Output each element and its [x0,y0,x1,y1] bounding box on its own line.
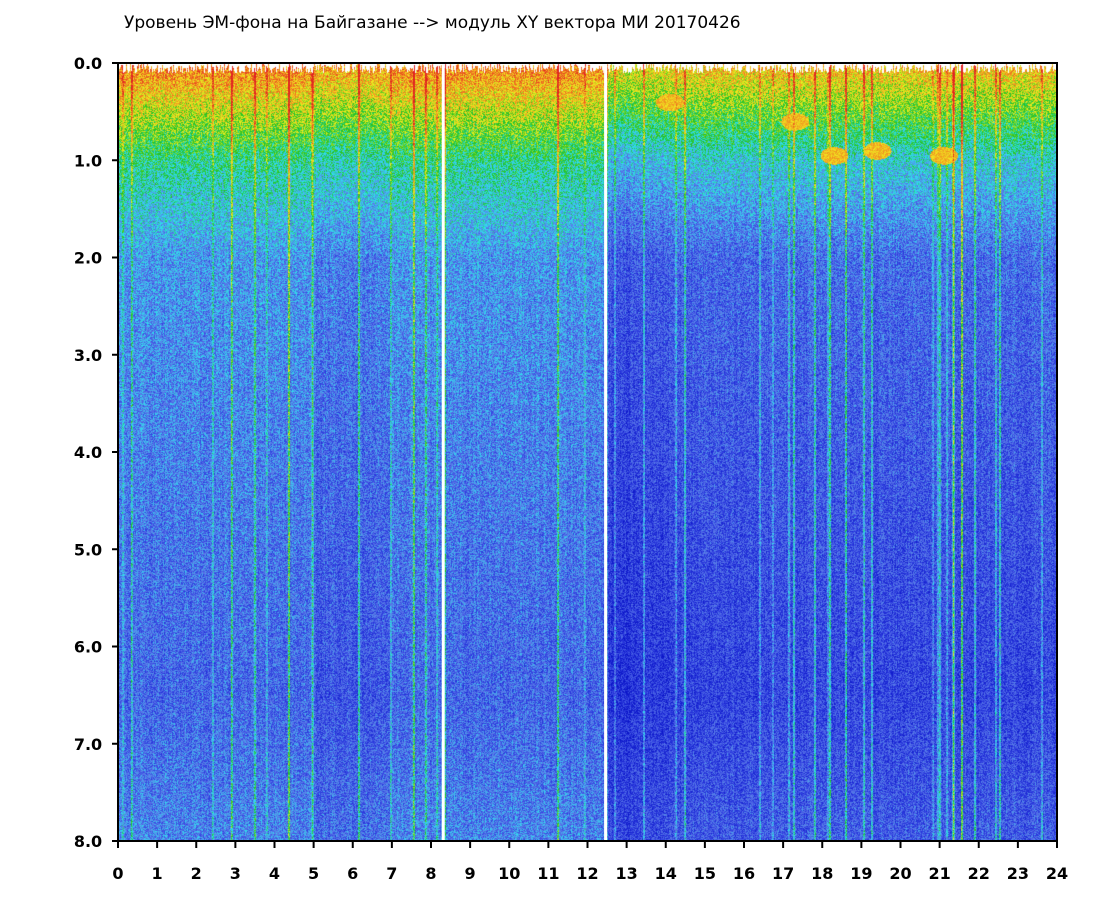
y-tick-label: 2.0 [74,249,102,268]
x-tick-label: 22 [968,864,990,883]
x-tick-label: 11 [537,864,559,883]
chart-title: Уровень ЭМ-фона на Байгазане --> модуль … [124,13,741,33]
x-tick-label: 8 [425,864,436,883]
heatmap-image [118,63,1057,841]
x-tick-label: 15 [694,864,716,883]
x-tick-label: 20 [889,864,911,883]
y-tick-label: 7.0 [74,735,102,754]
y-tick-label: 4.0 [74,443,102,462]
heatmap-area [118,63,1057,841]
x-tick-label: 17 [772,864,794,883]
x-tick-label: 14 [655,864,677,883]
y-axis: 0.0 1.0 2.0 3.0 4.0 5.0 6.0 7.0 8.0 [74,54,118,851]
x-tick-label: 9 [465,864,476,883]
y-tick-label: 8.0 [74,832,102,851]
y-tick-label: 1.0 [74,151,102,170]
x-tick-label: 23 [1007,864,1029,883]
x-tick-label: 18 [811,864,833,883]
x-tick-label: 24 [1046,864,1068,883]
y-tick-label: 0.0 [74,54,102,73]
x-tick-label: 7 [386,864,397,883]
y-tick-label: 5.0 [74,540,102,559]
data-gaps [441,63,608,841]
x-tick-label: 2 [191,864,202,883]
data-gap [441,63,445,841]
x-tick-label: 4 [269,864,280,883]
x-axis: 0 1 2 3 4 5 6 7 8 9 10 11 12 13 14 15 16 17 18 19 20 21 22 23 24 [112,841,1068,883]
x-tick-label: 19 [850,864,872,883]
x-tick-label: 6 [347,864,358,883]
x-tick-label: 16 [733,864,755,883]
x-tick-label: 12 [576,864,598,883]
data-gap [604,63,608,841]
x-tick-label: 13 [615,864,637,883]
x-tick-label: 21 [928,864,950,883]
y-tick-label: 6.0 [74,638,102,657]
x-tick-label: 3 [230,864,241,883]
x-tick-label: 10 [498,864,520,883]
x-tick-label: 0 [112,864,123,883]
y-tick-label: 3.0 [74,346,102,365]
x-tick-label: 1 [152,864,163,883]
x-tick-label: 5 [308,864,319,883]
